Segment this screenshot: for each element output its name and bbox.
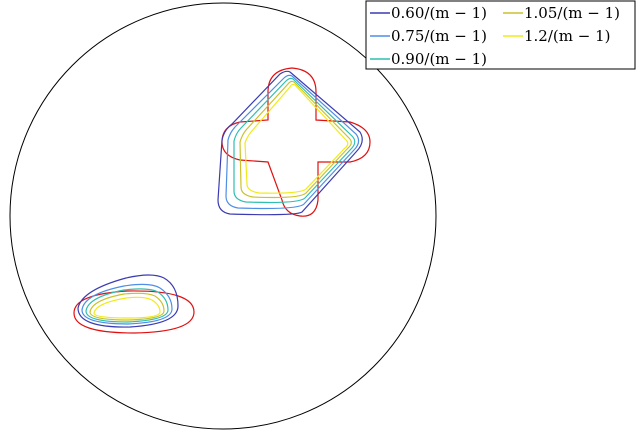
level-curve-0-75 bbox=[81, 283, 173, 325]
legend-frame bbox=[365, 0, 636, 70]
legend-label-0-75: 0.75/(m − 1) bbox=[391, 27, 487, 45]
initial-ellipse-curve bbox=[73, 290, 195, 334]
level-curve-0-90 bbox=[233, 77, 356, 204]
legend-label-1-2: 1.2/(m − 1) bbox=[524, 27, 610, 45]
domain-boundary-circle bbox=[9, 2, 437, 430]
legend-label-0-90: 0.90/(m − 1) bbox=[391, 50, 487, 68]
initial-cross-curve bbox=[221, 67, 371, 217]
level-curve-1-2 bbox=[244, 83, 349, 194]
level-curve-0-75 bbox=[225, 74, 360, 210]
level-curve-0-60 bbox=[77, 274, 179, 328]
legend: 0.60/(m − 1) 0.75/(m − 1) 0.90/(m − 1) 1… bbox=[365, 0, 636, 70]
level-curve-1-05 bbox=[239, 80, 352, 199]
legend-label-0-60: 0.60/(m − 1) bbox=[391, 4, 487, 22]
level-curve-0-60 bbox=[217, 70, 363, 216]
level-curve-1-2 bbox=[93, 296, 161, 319]
level-curve-1-05 bbox=[89, 292, 165, 321]
level-curve-0-90 bbox=[85, 288, 169, 323]
legend-label-1-05: 1.05/(m − 1) bbox=[524, 4, 620, 22]
upper-shape-group bbox=[217, 67, 371, 217]
lower-shape-group bbox=[73, 274, 195, 334]
